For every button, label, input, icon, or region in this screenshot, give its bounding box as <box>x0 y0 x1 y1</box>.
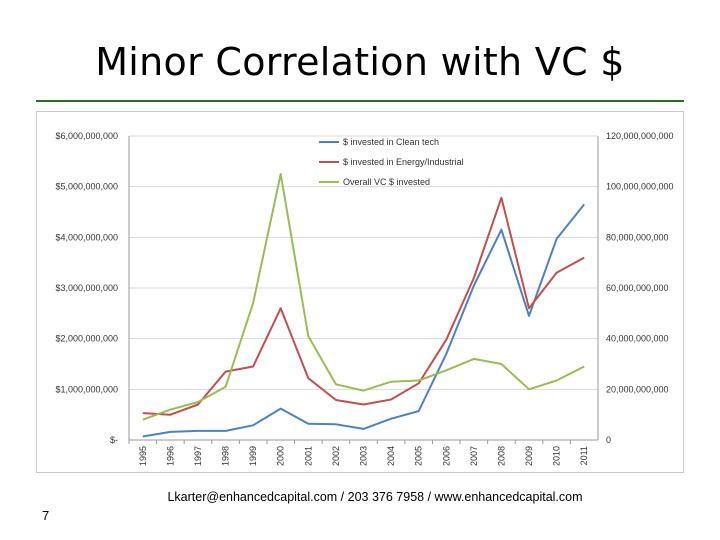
x-tick-label: 2008 <box>496 446 506 466</box>
legend-label-overall: Overall VC $ invested <box>343 177 430 187</box>
x-tick-label: 2000 <box>276 446 286 466</box>
x-tick-label: 1998 <box>221 446 231 466</box>
x-tick-label: 2001 <box>303 446 313 466</box>
x-tick-label: 2010 <box>552 446 562 466</box>
x-tick-label: 2004 <box>386 446 396 466</box>
right-tick-label: 0 <box>606 435 611 445</box>
x-tick-label: 2007 <box>469 446 479 466</box>
x-tick-label: 2011 <box>579 446 589 465</box>
left-tick-label: $6,000,000,000 <box>55 131 118 141</box>
right-tick-label: 20,000,000,000 <box>606 384 669 394</box>
left-tick-label: $- <box>110 435 118 445</box>
left-tick-label: $5,000,000,000 <box>55 182 118 192</box>
series-line-energy <box>142 196 585 416</box>
vc-line-chart: $- 0 $1,000,000,000 20,000,000,000 $2,000,00… <box>55 131 674 466</box>
legend-label-energy: $ invested in Energy/Industrial <box>343 157 464 167</box>
right-tick-label: 80,000,000,000 <box>606 232 669 242</box>
x-tick-label: 2006 <box>441 446 451 466</box>
chart-frame: $- 0 $1,000,000,000 20,000,000,000 $2,000,00… <box>36 111 684 473</box>
series-line-clean_tech <box>142 203 585 438</box>
x-tick-label: 2002 <box>331 446 341 466</box>
right-tick-label: 60,000,000,000 <box>606 283 669 293</box>
series-line-overall <box>142 173 585 421</box>
left-tick-label: $3,000,000,000 <box>55 283 118 293</box>
x-tick-label: 1997 <box>193 446 203 466</box>
left-tick-label: $1,000,000,000 <box>55 384 118 394</box>
x-tick-label: 1999 <box>248 446 258 466</box>
x-tick-label: 1996 <box>165 446 175 466</box>
right-tick-label: 40,000,000,000 <box>606 334 669 344</box>
slide-number: 7 <box>42 508 50 523</box>
right-tick-label: 120,000,000,000 <box>606 131 674 141</box>
left-tick-label: $2,000,000,000 <box>55 334 118 344</box>
legend-label-clean_tech: $ invested in Clean tech <box>343 137 439 147</box>
title-divider <box>36 100 684 102</box>
x-tick-label: 2009 <box>524 446 534 466</box>
slide-title: Minor Correlation with VC $ <box>95 40 625 84</box>
left-tick-label: $4,000,000,000 <box>55 232 118 242</box>
x-tick-label: 2003 <box>359 446 369 466</box>
x-tick-label: 2005 <box>414 446 424 466</box>
right-tick-label: 100,000,000,000 <box>606 182 674 192</box>
x-tick-label: 1995 <box>138 446 148 466</box>
contact-footer: Lkarter@enhancedcapital.com / 203 376 79… <box>167 490 583 504</box>
